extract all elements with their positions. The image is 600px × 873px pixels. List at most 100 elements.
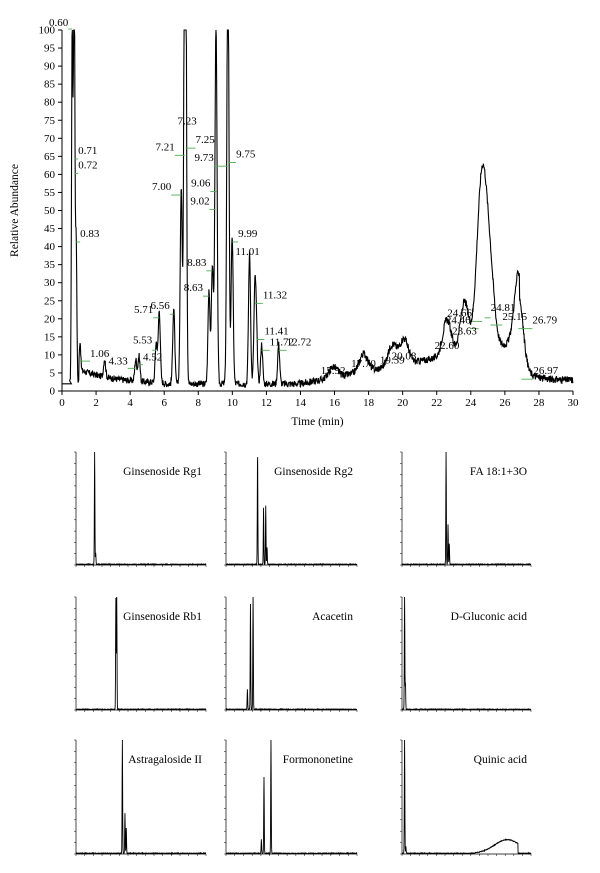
y-tick-label: 0	[50, 386, 56, 398]
peak-label: 9.02	[190, 196, 209, 208]
y-tick-label: 45	[44, 223, 56, 235]
y-tick-label: 80	[44, 97, 56, 109]
compound-panel: Astragaloside II	[74, 739, 207, 856]
compound-name-label: Formononetine	[283, 754, 353, 766]
x-tick-label: 22	[431, 397, 442, 409]
peak-label: 11.72	[270, 336, 294, 348]
compound-name-label: Acacetin	[312, 611, 353, 623]
y-axis-label: Relative Abundance	[9, 164, 21, 257]
compound-trace-line	[401, 596, 532, 711]
compound-panel: Ginsenoside Rg2	[224, 451, 358, 567]
peak-label: 15.92	[321, 365, 346, 377]
compound-trace-line	[75, 596, 207, 711]
peak-label: 25.15	[502, 311, 527, 323]
compound-trace-line	[75, 451, 207, 566]
x-tick-label: 30	[568, 397, 580, 409]
peak-label: 24.81	[491, 302, 516, 314]
y-tick-label: 40	[44, 241, 56, 253]
peak-label: 11.01	[235, 246, 259, 258]
peak-label: 1.06	[90, 348, 110, 360]
peak-label: 0.83	[80, 228, 100, 240]
peak-label: 20.08	[392, 351, 417, 363]
peak-label: 6.56	[150, 300, 170, 312]
compound-panel: Formononetine	[224, 739, 358, 856]
y-tick-label: 65	[44, 151, 56, 163]
peak-label: 0.72	[78, 159, 97, 171]
x-tick-label: 16	[329, 397, 341, 409]
x-tick-label: 12	[261, 397, 272, 409]
compound-panel: Acacetin	[224, 596, 358, 712]
y-tick-label: 15	[44, 331, 56, 343]
main-chromatogram: 0.60 0.71 0.72 0.83 1.064.33 4.52 5.53 5.716.56…	[9, 17, 579, 428]
x-tick-label: 4	[127, 397, 133, 409]
x-tick-label: 6	[161, 397, 167, 409]
compound-panel: Ginsenoside Rb1	[74, 596, 207, 712]
y-tick-label: 75	[44, 115, 56, 127]
peak-label: 4.52	[143, 352, 162, 364]
y-tick-label: 10	[44, 349, 56, 361]
compound-name-label: FA 18:1+3O	[470, 466, 527, 478]
peak-label: 9.06	[191, 177, 211, 189]
peak-label: 12.72	[287, 336, 312, 348]
x-tick-label: 2	[93, 397, 99, 409]
peak-label: 22.60	[435, 340, 460, 352]
peak-label: 8.63	[184, 282, 204, 294]
y-tick-label: 90	[44, 61, 56, 73]
x-tick-label: 8	[196, 397, 202, 409]
compound-panel: Ginsenoside Rg1	[74, 451, 207, 567]
y-tick-label: 25	[44, 295, 56, 307]
compound-trace-line	[225, 739, 358, 855]
peak-label: 7.21	[156, 141, 175, 153]
y-tick-label: 70	[44, 133, 56, 145]
compound-name-label: Ginsenoside Rg1	[123, 466, 202, 478]
compound-name-label: Astragaloside II	[128, 754, 202, 766]
x-tick-label: 14	[295, 397, 307, 409]
peak-label: 26.97	[533, 365, 558, 377]
compound-name-label: Ginsenoside Rg2	[274, 466, 353, 478]
compound-trace-line	[225, 596, 358, 711]
peak-label: 0.60	[49, 17, 69, 29]
peak-label: 11.41	[264, 325, 288, 337]
compound-trace-line	[225, 457, 358, 567]
peak-label: 7.00	[152, 181, 172, 193]
peak-label: 9.75	[236, 149, 256, 161]
peak-label: 4.33	[109, 355, 129, 367]
y-tick-label: 55	[44, 187, 56, 199]
x-tick-label: 26	[499, 397, 511, 409]
peak-label: 8.83	[187, 257, 207, 269]
compound-name-label: Quinic acid	[474, 754, 528, 766]
y-tick-label: 85	[44, 79, 56, 91]
y-tick-label: 20	[44, 313, 56, 325]
compound-panel: Quinic acid	[400, 739, 532, 856]
peak-label: 24.46	[446, 315, 471, 327]
peak-label: 5.71	[134, 304, 153, 316]
y-tick-label: 35	[44, 259, 56, 271]
peak-label: 7.25	[195, 134, 215, 146]
peak-label: 23.63	[452, 325, 477, 337]
y-tick-label: 95	[44, 43, 56, 55]
x-tick-label: 0	[59, 397, 65, 409]
peak-label: 11.32	[263, 289, 287, 301]
y-tick-label: 30	[44, 277, 56, 289]
peak-label: 5.53	[133, 334, 153, 346]
peak-label: 17.70	[351, 358, 376, 370]
compound-trace-line	[75, 739, 207, 856]
main-trace-line	[62, 29, 574, 389]
compound-name-label: D-Gluconic acid	[451, 611, 528, 623]
peak-label: 0.71	[78, 145, 97, 157]
peak-label: 9.99	[238, 228, 258, 240]
x-tick-label: 20	[397, 397, 409, 409]
y-tick-label: 50	[44, 205, 56, 217]
compound-panel: FA 18:1+3O	[400, 451, 532, 567]
y-tick-label: 100	[39, 25, 56, 37]
compound-trace-line	[401, 739, 532, 855]
peak-label: 7.23	[178, 116, 198, 128]
x-tick-label: 28	[533, 397, 545, 409]
peak-label: 19.39	[380, 354, 405, 366]
x-tick-label: 10	[227, 397, 239, 409]
compound-name-label: Ginsenoside Rb1	[123, 611, 202, 623]
x-tick-label: 18	[363, 397, 375, 409]
compound-chromatogram-grid: Ginsenoside Rg1 Ginsenoside Rg2 FA 18:1+3O…	[74, 451, 532, 856]
x-tick-label: 24	[465, 397, 477, 409]
